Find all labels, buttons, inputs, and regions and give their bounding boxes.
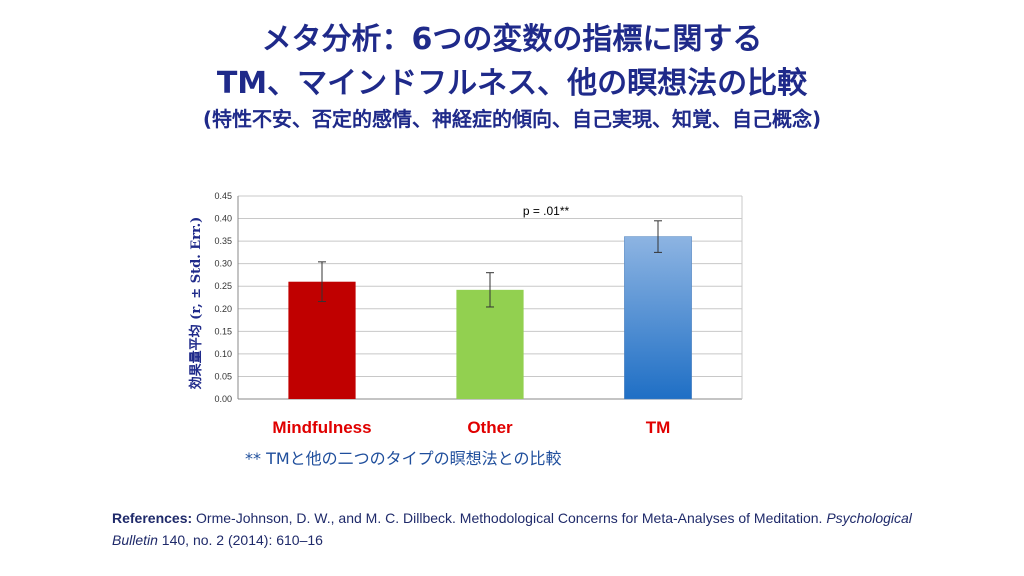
references-text-1: Orme-Johnson, D. W., and M. C. Dillbeck.… (192, 510, 827, 526)
error-bars (318, 220, 662, 308)
bars (288, 236, 692, 400)
footnote: ** TMと他の二つのタイプの瞑想法との比較 (245, 449, 562, 468)
y-axis-label: 効果量平均 (r, ± Std. Err.) (188, 217, 204, 390)
title-line-1: メタ分析：6つの変数の指標に関する (261, 22, 763, 57)
y-tick-label: 0.35 (214, 236, 232, 246)
category-label: Mindfulness (272, 418, 371, 437)
bar-tm (624, 236, 692, 400)
y-tick-label: 0.30 (214, 259, 232, 269)
y-tick-labels: 0.00 0.05 0.10 0.15 0.20 0.25 0.30 0.35 0.40 0.45 (214, 191, 232, 404)
y-tick-label: 0.00 (214, 394, 232, 404)
y-tick-label: 0.25 (214, 281, 232, 291)
category-labels: Mindfulness Other TM (272, 418, 670, 437)
title-line-2: TM、マインドフルネス、他の瞑想法の比較 (216, 66, 808, 101)
y-tick-label: 0.45 (214, 191, 232, 201)
references-label: References: (112, 510, 193, 526)
category-label: Other (467, 418, 513, 437)
y-tick-label: 0.15 (214, 326, 232, 336)
y-tick-label: 0.10 (214, 349, 232, 359)
references-journal: Psychological Bulletin (112, 510, 912, 548)
bar-other (456, 289, 524, 399)
significance-annotation: p = .01** (523, 204, 570, 218)
title-line-3: (特性不安、否定的感情、神経症的傾向、自己実現、知覚、自己概念) (202, 107, 822, 131)
references-text-2: 140, no. 2 (2014): 610–16 (157, 532, 323, 548)
references: References: Orme-Johnson, D. W., and M. … (112, 507, 912, 551)
category-label: TM (646, 418, 671, 437)
y-tick-label: 0.05 (214, 371, 232, 381)
y-tick-label: 0.20 (214, 304, 232, 314)
y-tick-label: 0.40 (214, 214, 232, 224)
